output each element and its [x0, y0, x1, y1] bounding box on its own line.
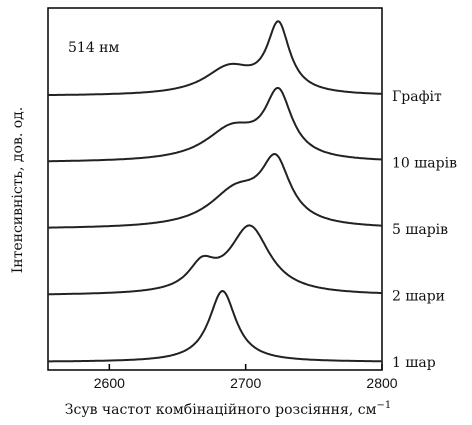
x-tick-label: 2700	[230, 375, 261, 391]
series-label: 5 шарів	[392, 222, 448, 238]
x-axis-label-text: Зсув частот комбінаційного розсіяння, см	[65, 402, 377, 418]
x-tick-label: 2600	[94, 375, 125, 391]
series-line	[48, 153, 383, 229]
x-tick-label: 2800	[366, 375, 397, 391]
series-label: 1 шар	[392, 355, 436, 371]
wavelength-annotation: 514 нм	[68, 40, 120, 56]
series-line	[48, 224, 383, 296]
series-label: Графіт	[392, 89, 442, 105]
y-axis-label: Інтенсивність, дов. од.	[10, 107, 26, 274]
series-labels: Графіт 10 шарів 5 шарів 2 шари 1 шар	[392, 89, 457, 371]
x-axis-label-unit: −1	[376, 400, 391, 411]
series-lines	[48, 20, 383, 363]
series-label: 10 шарів	[392, 156, 457, 172]
series-label: 2 шари	[392, 289, 445, 305]
plot-frame	[47, 7, 383, 371]
x-axis-label: Зсув частот комбінаційного розсіяння, см…	[65, 400, 391, 418]
series-line	[48, 290, 383, 363]
series-line	[48, 20, 382, 96]
series-line	[48, 87, 383, 163]
x-ticks: 2600 2700 2800	[94, 364, 398, 391]
